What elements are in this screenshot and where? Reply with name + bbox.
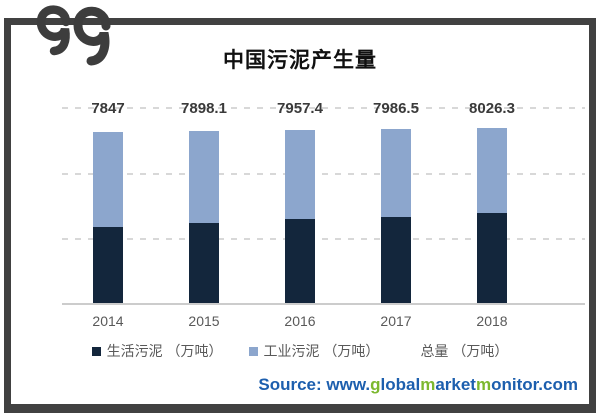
source-segment-1: g [370, 375, 381, 394]
gridline-9000 [62, 107, 585, 109]
bar-segment-industrial-sludge-2015 [189, 131, 219, 223]
gridline-3000 [62, 238, 585, 241]
bar-segment-municipal-sludge-2017 [381, 216, 411, 304]
total-value-label-2014: 7847 [91, 100, 125, 117]
gridline-6000 [62, 172, 585, 175]
legend-marker-icon [405, 347, 414, 356]
brand-logo [33, 0, 115, 75]
x-axis-label-2018: 2018 [476, 313, 508, 329]
x-axis-label-2014: 2014 [92, 313, 124, 329]
x-axis-label-2016: 2016 [284, 313, 316, 329]
source-segment-3: m [420, 375, 436, 394]
source-line[interactable]: Source: www.globalmarketmonitor.com [258, 375, 578, 395]
total-value-label-2016: 7957.4 [277, 100, 323, 117]
x-axis-label-2017: 2017 [380, 313, 412, 329]
source-segment-5: m [475, 375, 492, 394]
legend-item-1: 工业污泥 （万吨） [248, 341, 380, 361]
legend-item-2: 总量 （万吨） [405, 341, 508, 361]
total-value-label-2017: 7986.5 [373, 100, 419, 117]
source-segment-0: Source: www. [258, 375, 371, 394]
bar-segment-municipal-sludge-2015 [189, 223, 219, 304]
x-axis-line [62, 303, 585, 305]
frame-border [4, 18, 596, 413]
bar-segment-industrial-sludge-2017 [381, 129, 411, 217]
chart-title: 中国污泥产生量 [223, 49, 377, 72]
bar-segment-industrial-sludge-2014 [93, 132, 123, 227]
quote-logo-icon [36, 5, 111, 66]
bar-chart: 7847 2014 7898.1 2015 7957.4 2016 7986.5 2017 80… [62, 100, 585, 329]
total-value-label-2018: 8026.3 [469, 100, 515, 117]
total-value-label-2015: 7898.1 [181, 100, 227, 117]
bar-segment-industrial-sludge-2018 [477, 128, 507, 213]
legend: 生活污泥 （万吨） 工业污泥 （万吨） 总量 （万吨） [0, 341, 600, 361]
bar-segment-municipal-sludge-2016 [285, 219, 315, 304]
bar-segment-municipal-sludge-2014 [93, 226, 123, 304]
legend-item-0: 生活污泥 （万吨） [91, 341, 223, 361]
legend-label: 总量 （万吨） [420, 343, 509, 359]
legend-marker-icon [91, 346, 101, 356]
bar-segment-municipal-sludge-2018 [477, 212, 507, 304]
legend-marker-icon [248, 346, 258, 356]
bar-segment-industrial-sludge-2016 [285, 129, 315, 220]
legend-label: 生活污泥 （万吨） [106, 343, 223, 359]
source-segment-2: lobal [380, 375, 421, 394]
source-segment-6: onitor.com [491, 375, 578, 394]
x-axis-label-2015: 2015 [188, 313, 220, 329]
legend-label: 工业污泥 （万吨） [263, 343, 380, 359]
source-segment-4: arket [435, 375, 476, 394]
